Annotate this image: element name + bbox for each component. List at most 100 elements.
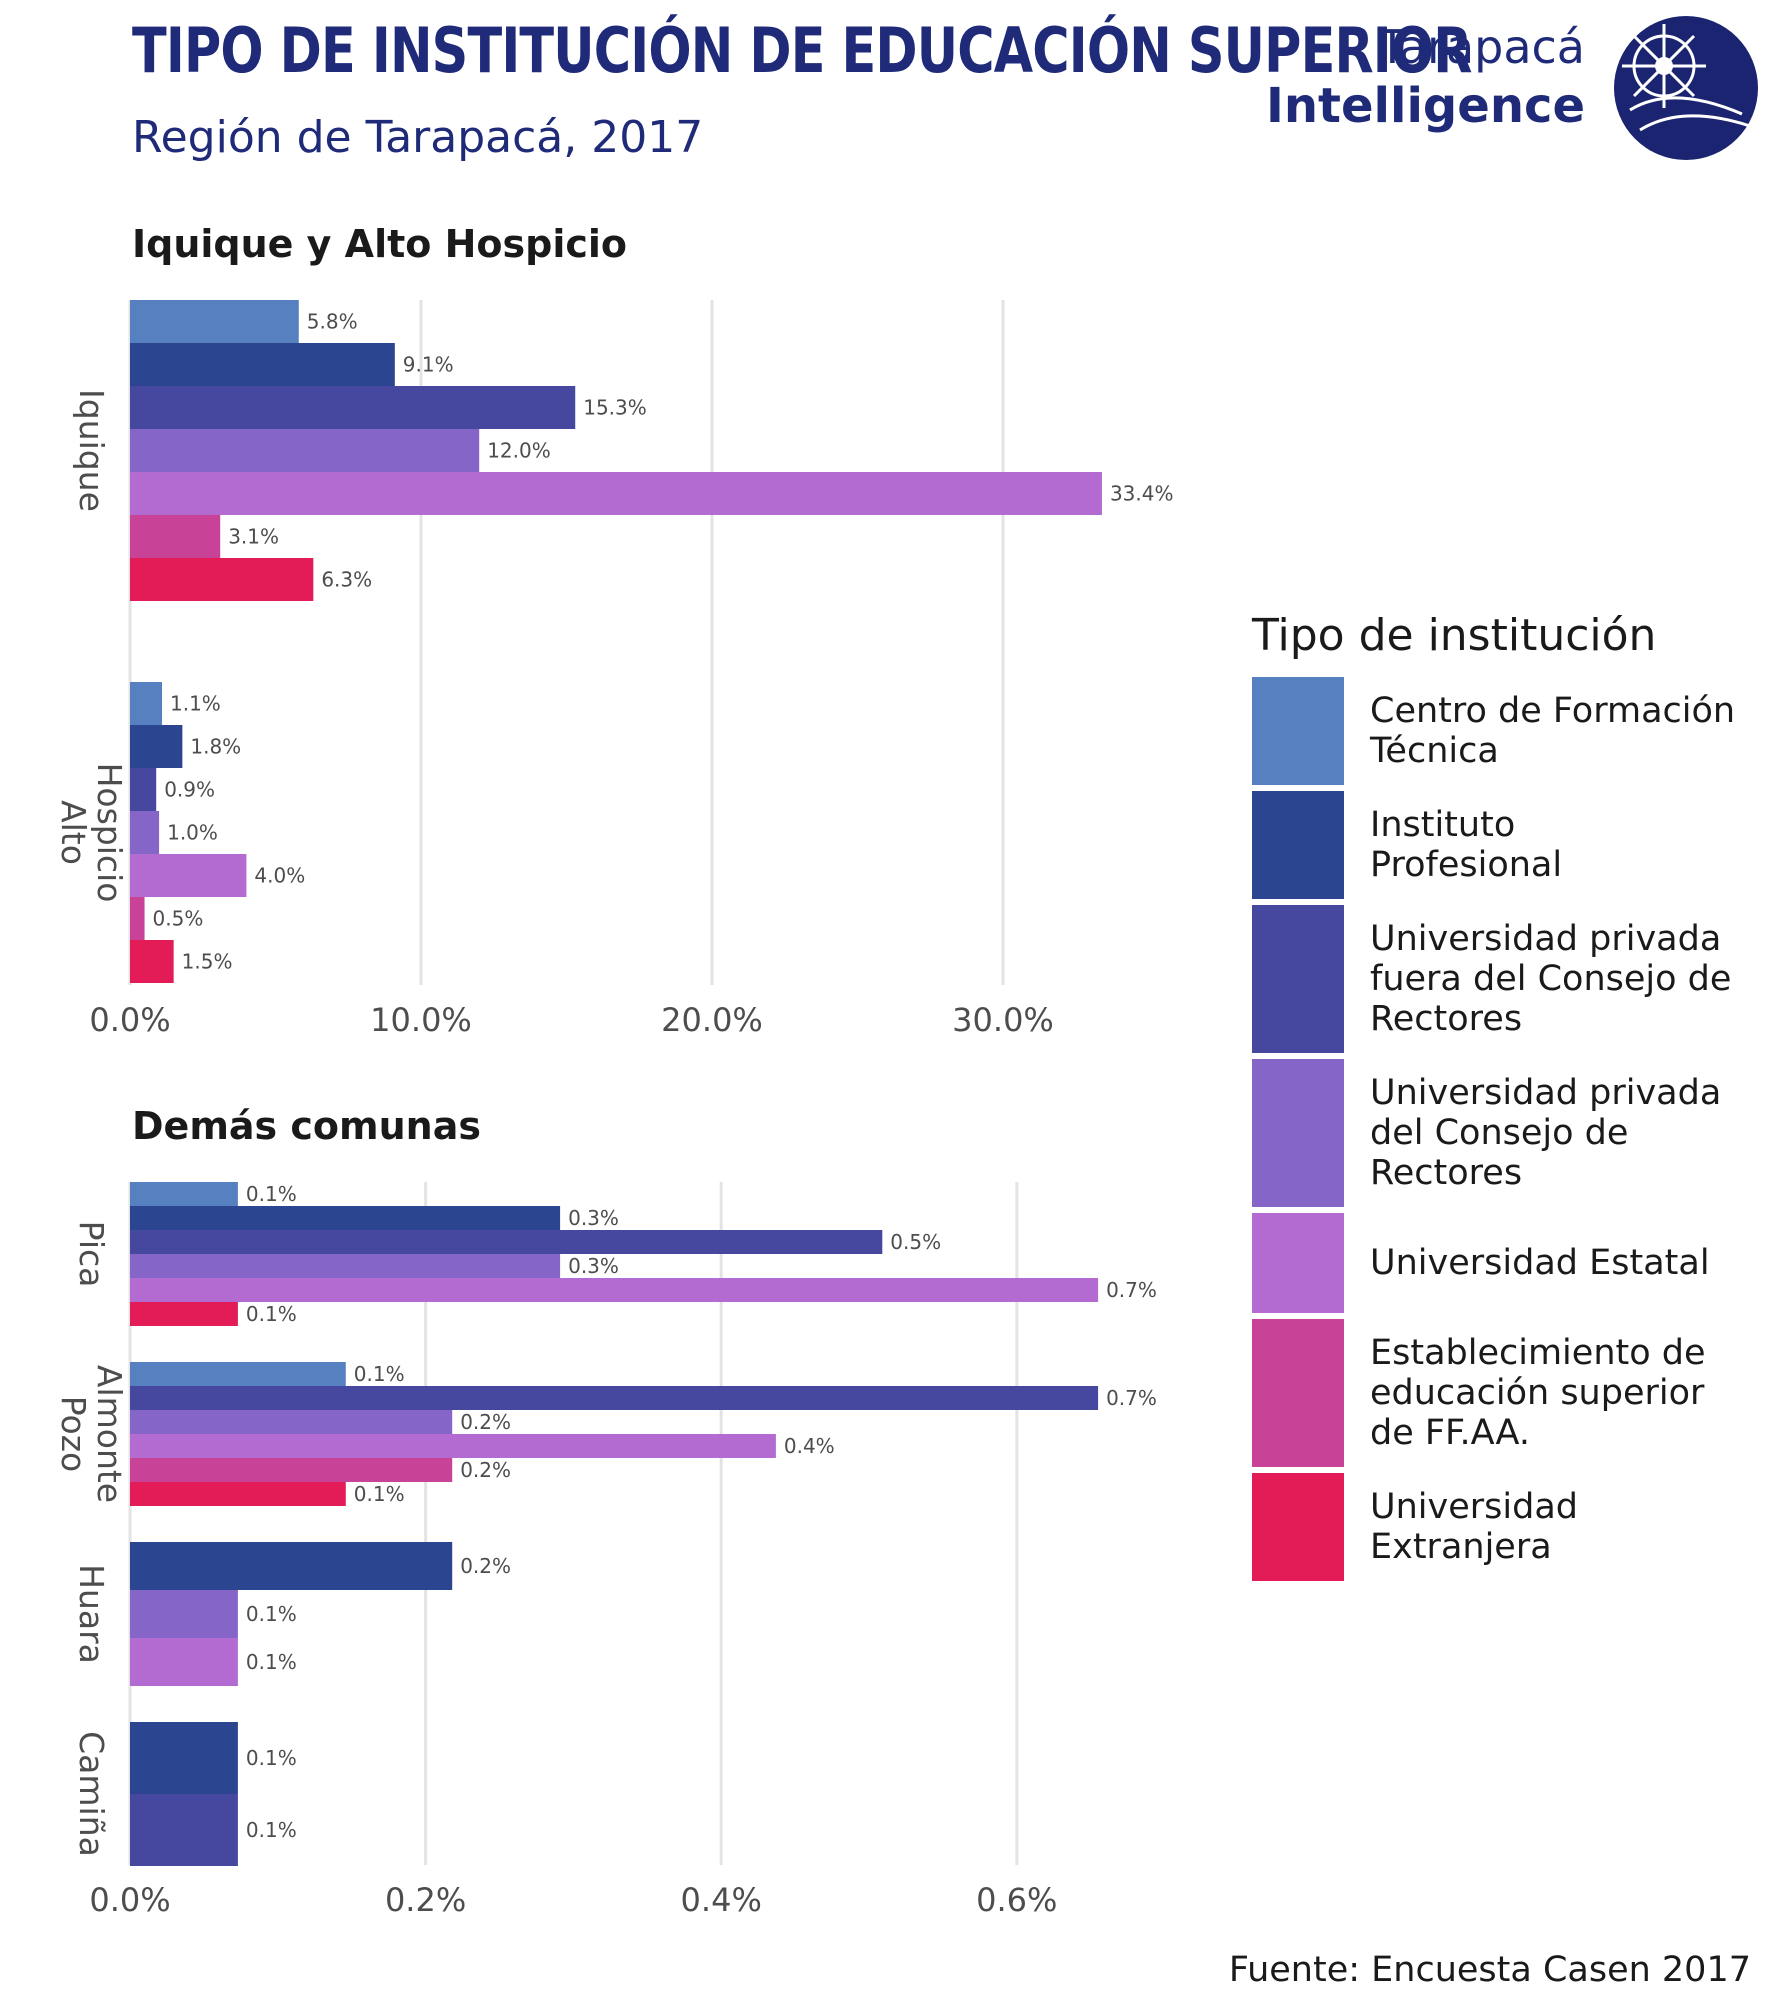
bar-iquique-universidad-estatal [130, 472, 1102, 515]
x-tick-label: 10.0% [370, 1001, 472, 1039]
chart-demas-comunas: 0.0% 0.2% 0.4% 0.6% 0.1% 0.3% 0.5% 0.3% 0.7% 0.1%… [54, 1182, 1157, 1919]
legend-items: Centro de Formación Técnica Instituto Profe… [1252, 677, 1752, 1581]
legend-label: Universidad Extranjera [1370, 1487, 1579, 1567]
bar-alto-hospicio-universidad-privada-fuera-del-consejo-de-rectores [130, 768, 157, 811]
bar-alto-hospicio-establecimiento-de-educacion-superior-de-ff-aa [130, 897, 145, 940]
legend-label: Centro de Formación Técnica [1370, 691, 1736, 771]
bar-huara-universidad-privada-del-consejo-de-rectores [130, 1590, 238, 1638]
source-note: Fuente: Encuesta Casen 2017 [1228, 1950, 1751, 1990]
bar-value-label: 15.3% [583, 396, 647, 420]
bar-value-label: 0.9% [164, 778, 215, 802]
bar-value-label: 1.1% [170, 692, 221, 716]
bar-pozo-almonte-universidad-privada-fuera-del-consejo-de-rectores [130, 1386, 1099, 1410]
bar-pica-universidad-privada-fuera-del-consejo-de-rectores [130, 1230, 883, 1254]
x-tick-label: 0.2% [385, 1881, 466, 1919]
page-title: TIPO DE INSTITUCIÓN DE EDUCACIÓN SUPERIO… [132, 14, 1472, 87]
y-category-label-camina: Camiña [72, 1731, 111, 1857]
legend-swatch [1252, 791, 1344, 899]
x-tick-label: 0.0% [89, 1001, 170, 1039]
y-category-label-alto-hospicio: Alto [54, 800, 93, 865]
page-subtitle: Región de Tarapacá, 2017 [132, 112, 704, 163]
legend-item-universidad-privada-fuera-del-consejo-de-rectores: Universidad privada fuera del Consejo de R… [1252, 905, 1752, 1053]
chart-iquique-alto-hospicio: 0.0% 10.0% 20.0% 30.0% 5.8% 9.1% 15.3% 12.0% 33.… [54, 300, 1174, 1039]
legend-swatch [1252, 905, 1344, 1053]
legend-swatch [1252, 677, 1344, 785]
y-category-label-pica: Pica [72, 1221, 111, 1288]
legend-item-universidad-estatal: Universidad Estatal [1252, 1213, 1752, 1313]
bar-value-label: 3.1% [228, 525, 279, 549]
y-category-label-pozo-almonte: Pozo [54, 1396, 93, 1472]
legend-swatch [1252, 1213, 1344, 1313]
legend: Tipo de institución Centro de Formación T… [1252, 610, 1752, 1587]
bar-iquique-centro-de-formacion-tecnica [130, 300, 299, 343]
y-category-label-iquique: Iquique [72, 389, 111, 512]
bar-value-label: 1.5% [182, 950, 233, 974]
globe-logo-icon [1614, 16, 1758, 160]
bar-alto-hospicio-universidad-estatal [130, 854, 247, 897]
legend-item-instituto-profesional: Instituto Profesional [1252, 791, 1752, 899]
x-tick-label: 20.0% [661, 1001, 763, 1039]
legend-item-universidad-extranjera: Universidad Extranjera [1252, 1473, 1752, 1581]
logo-line-1: Tarapacá [1378, 20, 1585, 74]
y-category-label-alto-hospicio: Hospicio [90, 763, 129, 903]
bar-value-label: 0.1% [246, 1650, 297, 1674]
legend-item-universidad-privada-del-consejo-de-rectores: Universidad privada del Consejo de Rectore… [1252, 1059, 1752, 1207]
bar-value-label: 0.1% [246, 1746, 297, 1770]
bar-value-label: 0.1% [354, 1482, 405, 1506]
bar-value-label: 1.8% [190, 735, 241, 759]
bar-pica-instituto-profesional [130, 1206, 561, 1230]
bar-value-label: 0.4% [784, 1434, 835, 1458]
bar-pica-universidad-extranjera [130, 1302, 238, 1326]
bar-iquique-instituto-profesional [130, 343, 395, 386]
legend-label: Establecimiento de educación superior de F… [1370, 1333, 1706, 1453]
bar-iquique-universidad-privada-del-consejo-de-rectores [130, 429, 480, 472]
bar-camina-instituto-profesional [130, 1722, 238, 1794]
legend-item-centro-de-formacion-tecnica: Centro de Formación Técnica [1252, 677, 1752, 785]
legend-item-establecimiento-de-educacion-superior-de-ff-aa: Establecimiento de educación superior de F… [1252, 1319, 1752, 1467]
legend-swatch [1252, 1059, 1344, 1207]
bar-pozo-almonte-universidad-estatal [130, 1434, 776, 1458]
bar-value-label: 12.0% [487, 439, 551, 463]
legend-label: Instituto Profesional [1370, 805, 1563, 885]
bar-iquique-universidad-privada-fuera-del-consejo-de-rectores [130, 386, 576, 429]
bar-value-label: 5.8% [307, 310, 358, 334]
bar-pozo-almonte-universidad-extranjera [130, 1482, 346, 1506]
bar-value-label: 4.0% [254, 864, 305, 888]
legend-label: Universidad Estatal [1370, 1243, 1710, 1283]
legend-swatch [1252, 1473, 1344, 1581]
bar-value-label: 6.3% [321, 568, 372, 592]
bar-pozo-almonte-establecimiento-de-educacion-superior-de-ff-aa [130, 1458, 453, 1482]
bar-value-label: 0.5% [153, 907, 204, 931]
bar-camina-universidad-privada-fuera-del-consejo-de-rectores [130, 1794, 238, 1866]
x-tick-label: 30.0% [952, 1001, 1054, 1039]
logo-line-2: Intelligence [1266, 78, 1585, 134]
bar-value-label: 0.2% [460, 1410, 511, 1434]
bar-value-label: 33.4% [1110, 482, 1174, 506]
bar-iquique-establecimiento-de-educacion-superior-de-ff-aa [130, 515, 221, 558]
bar-value-label: 0.3% [568, 1206, 619, 1230]
y-category-label-pozo-almonte: Almonte [90, 1365, 129, 1503]
legend-label: Universidad privada del Consejo de Rectore… [1370, 1073, 1722, 1193]
bar-huara-instituto-profesional [130, 1542, 453, 1590]
bar-value-label: 0.1% [246, 1182, 297, 1206]
bar-alto-hospicio-centro-de-formacion-tecnica [130, 682, 163, 725]
panel-title-demas-comunas: Demás comunas [132, 1104, 481, 1148]
bar-iquique-universidad-extranjera [130, 558, 314, 601]
bar-pica-universidad-privada-del-consejo-de-rectores [130, 1254, 561, 1278]
bar-value-label: 0.1% [246, 1818, 297, 1842]
bar-pica-centro-de-formacion-tecnica [130, 1182, 238, 1206]
bar-pozo-almonte-centro-de-formacion-tecnica [130, 1362, 346, 1386]
bar-value-label: 0.7% [1106, 1386, 1157, 1410]
bar-alto-hospicio-instituto-profesional [130, 725, 183, 768]
x-tick-label: 0.6% [976, 1881, 1057, 1919]
x-tick-label: 0.4% [681, 1881, 762, 1919]
bar-value-label: 0.1% [246, 1602, 297, 1626]
bar-value-label: 0.1% [246, 1302, 297, 1326]
y-category-label-huara: Huara [72, 1564, 111, 1664]
bar-value-label: 0.2% [460, 1554, 511, 1578]
bar-alto-hospicio-universidad-extranjera [130, 940, 174, 983]
bar-value-label: 1.0% [167, 821, 218, 845]
bar-huara-universidad-estatal [130, 1638, 238, 1686]
legend-label: Universidad privada fuera del Consejo de R… [1370, 919, 1732, 1039]
x-tick-label: 0.0% [89, 1881, 170, 1919]
